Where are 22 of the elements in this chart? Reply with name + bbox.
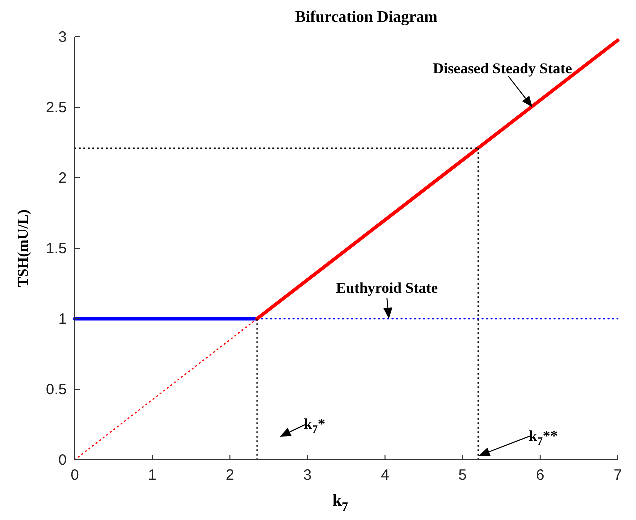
annotation: Diseased Steady State <box>433 62 573 78</box>
annotation: Euthyroid State <box>336 281 438 297</box>
x-tick-label: 1 <box>148 467 157 484</box>
annotation: k$_{7}$* <box>304 417 326 436</box>
x-axis-title: k$_{7}$ <box>332 491 350 514</box>
y-axis-title: TSH(mU/L) <box>16 210 32 288</box>
annotation: k$_{7}$** <box>529 429 558 448</box>
x-tick-label: 4 <box>381 467 390 484</box>
y-tick-label: 2.5 <box>46 100 67 116</box>
x-tick-label: 0 <box>70 467 80 484</box>
x-tick-label: 5 <box>458 467 468 484</box>
chart-title: Bifurcation Diagram <box>295 9 438 26</box>
x-tick-label: 3 <box>304 467 312 484</box>
x-tick-label: 7 <box>614 467 622 484</box>
y-tick-label: 2 <box>58 170 67 187</box>
y-tick-label: 1.5 <box>46 240 67 258</box>
y-tick-label: 3 <box>58 29 67 46</box>
y-tick-label: 0.5 <box>46 382 67 398</box>
y-tick-label: 1 <box>58 311 67 328</box>
x-tick-label: 2 <box>226 467 234 484</box>
y-tick-label: 0 <box>58 452 67 469</box>
x-tick-label: 6 <box>536 467 545 484</box>
